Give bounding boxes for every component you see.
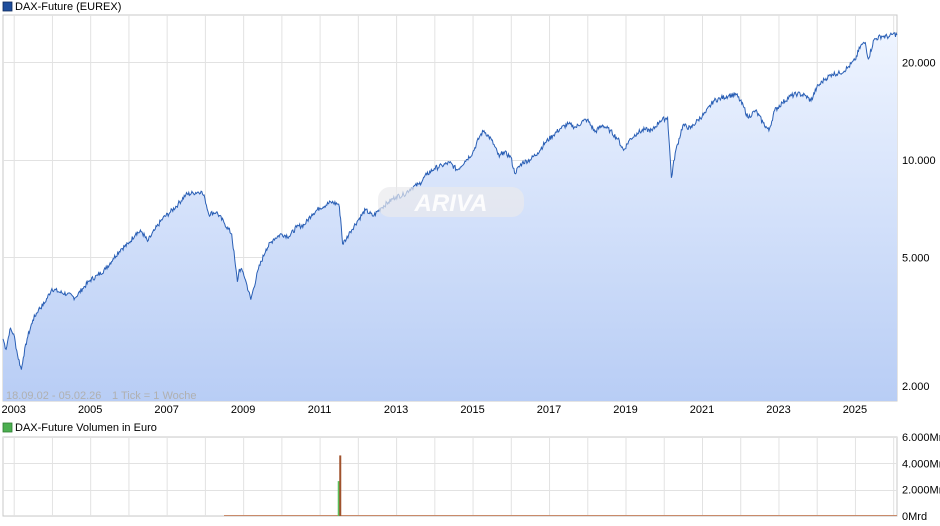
volume-legend-swatch	[2, 422, 13, 433]
price-x-tick-label: 2013	[384, 404, 408, 416]
volume-y-tick-label: 2.000Mrd	[902, 485, 940, 497]
range-note: 18.09.02 - 05.02.26	[6, 390, 101, 402]
price-x-tick-label: 2003	[1, 404, 25, 416]
volume-legend-label: DAX-Future Volumen in Euro	[15, 422, 157, 434]
price-x-tick-label: 2015	[460, 404, 484, 416]
price-y-tick-label: 20.000	[902, 57, 936, 69]
watermark-backdrop	[378, 187, 524, 217]
price-x-tick-label: 2009	[231, 404, 255, 416]
price-x-tick-label: 2019	[613, 404, 637, 416]
price-x-tick-label: 2021	[690, 404, 714, 416]
price-x-tick-label: 2011	[308, 404, 332, 416]
volume-y-tick-label: 0Mrd	[902, 511, 927, 523]
volume-y-tick-label: 4.000Mrd	[902, 458, 940, 470]
watermark: ARIVA	[378, 187, 524, 217]
watermark-text: ARIVA	[414, 190, 488, 217]
volume-plot-frame	[2, 436, 898, 517]
volume-grid	[2, 436, 898, 517]
volume-bar-green	[337, 481, 340, 516]
price-x-tick-label: 2007	[154, 404, 178, 416]
volume-bars	[337, 455, 342, 516]
price-y-tick-label: 5.000	[902, 252, 930, 264]
volume-bar-brown	[339, 455, 342, 516]
volume-y-tick-label: 6.000Mrd	[902, 432, 940, 444]
volume-panel: DAX-Future Volumen in Euro 0Mrd 2.000Mrd 4…	[2, 422, 940, 523]
price-y-tick-label: 10.000	[902, 155, 936, 167]
price-line	[2, 31, 898, 370]
price-x-tick-label: 2023	[766, 404, 790, 416]
volume-axes: 0Mrd 2.000Mrd 4.000Mrd 6.000Mrd	[902, 432, 940, 523]
price-axes: 2.000 5.000 10.000 20.000 2003 2005 2007 2009 20…	[1, 57, 935, 416]
price-y-tick-label: 2.000	[902, 381, 930, 393]
tick-note: 1 Tick = 1 Woche	[112, 390, 196, 402]
price-panel: DAX-Future (EUREX) 2.000 5.000 10.000 20.00…	[1, 1, 935, 416]
price-x-tick-label: 2005	[78, 404, 102, 416]
price-legend-swatch	[2, 1, 13, 12]
price-legend-label: DAX-Future (EUREX)	[15, 1, 121, 13]
price-x-tick-label: 2025	[843, 404, 867, 416]
price-x-tick-label: 2017	[537, 404, 561, 416]
